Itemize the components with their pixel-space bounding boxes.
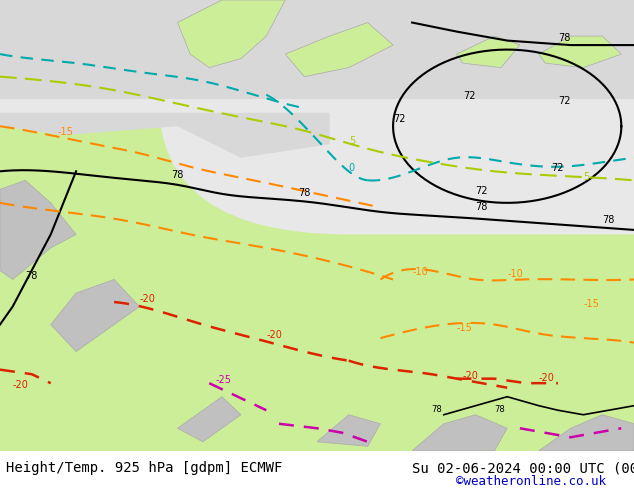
Polygon shape [0, 113, 330, 158]
Polygon shape [0, 180, 76, 279]
FancyBboxPatch shape [0, 0, 349, 126]
Text: 78: 78 [298, 188, 311, 198]
Text: -25: -25 [216, 375, 231, 385]
Text: -20: -20 [266, 330, 282, 340]
Text: -15: -15 [456, 323, 472, 333]
Text: 78: 78 [558, 32, 571, 43]
Polygon shape [178, 397, 241, 442]
Text: -20: -20 [13, 380, 29, 390]
Text: -15: -15 [583, 298, 599, 309]
Text: 78: 78 [431, 406, 442, 415]
Text: 78: 78 [25, 271, 38, 281]
Text: ©weatheronline.co.uk: ©weatheronline.co.uk [456, 475, 607, 488]
Text: 78: 78 [171, 170, 184, 180]
Polygon shape [0, 0, 634, 99]
Text: -20: -20 [463, 370, 479, 381]
Polygon shape [51, 279, 139, 352]
Polygon shape [285, 23, 393, 76]
Polygon shape [178, 0, 285, 68]
Text: 0: 0 [349, 163, 355, 173]
Polygon shape [539, 415, 634, 451]
Polygon shape [412, 415, 507, 451]
Text: 5: 5 [583, 172, 590, 182]
Text: 78: 78 [476, 201, 488, 212]
Text: 5: 5 [349, 136, 355, 146]
Text: 72: 72 [552, 163, 564, 173]
Text: -15: -15 [57, 127, 73, 137]
Polygon shape [456, 36, 520, 68]
FancyBboxPatch shape [0, 0, 634, 451]
Polygon shape [317, 415, 380, 446]
Text: -20: -20 [539, 373, 555, 383]
Text: 72: 72 [476, 186, 488, 196]
Text: 78: 78 [602, 215, 615, 225]
Text: Height/Temp. 925 hPa [gdpm] ECMWF: Height/Temp. 925 hPa [gdpm] ECMWF [6, 462, 283, 475]
Text: 72: 72 [463, 91, 476, 101]
FancyBboxPatch shape [158, 0, 634, 234]
Text: 78: 78 [495, 406, 505, 415]
Text: 72: 72 [393, 114, 406, 123]
Text: -10: -10 [412, 267, 428, 277]
Text: 72: 72 [558, 96, 571, 106]
Text: -10: -10 [507, 269, 523, 279]
Text: Su 02-06-2024 00:00 UTC (00+192): Su 02-06-2024 00:00 UTC (00+192) [412, 462, 634, 475]
Polygon shape [539, 36, 621, 68]
Text: -20: -20 [139, 294, 155, 304]
